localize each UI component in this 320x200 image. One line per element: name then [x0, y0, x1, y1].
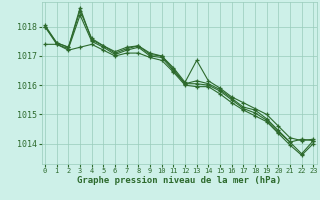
X-axis label: Graphe pression niveau de la mer (hPa): Graphe pression niveau de la mer (hPa) — [77, 176, 281, 185]
